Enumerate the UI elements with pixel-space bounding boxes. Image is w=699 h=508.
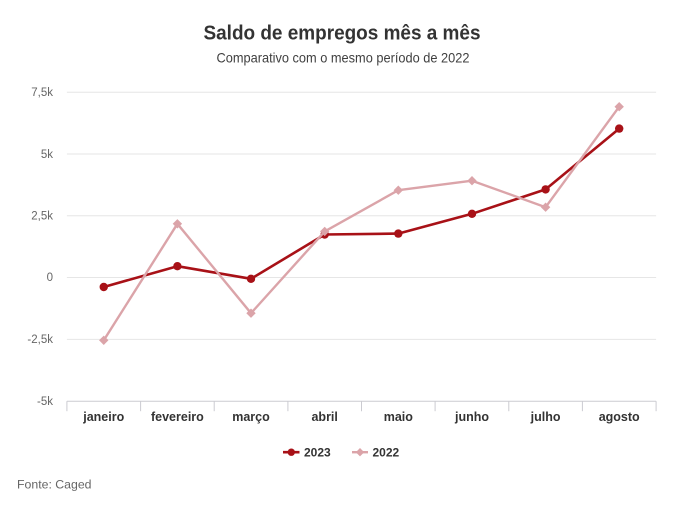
svg-text:agosto: agosto (599, 410, 640, 424)
svg-text:julho: julho (530, 410, 561, 424)
svg-text:Saldo de empregos mês a mês: Saldo de empregos mês a mês (204, 22, 481, 44)
svg-text:Comparativo com o mesmo períod: Comparativo com o mesmo período de 2022 (217, 51, 470, 66)
svg-text:-2,5k: -2,5k (27, 334, 53, 346)
svg-text:abril: abril (311, 410, 337, 424)
svg-text:janeiro: janeiro (82, 410, 124, 424)
svg-text:maio: maio (384, 410, 414, 424)
svg-text:fevereiro: fevereiro (151, 410, 204, 424)
svg-text:março: março (232, 410, 270, 424)
svg-text:2023: 2023 (304, 446, 331, 460)
svg-text:Fonte: Caged: Fonte: Caged (17, 478, 92, 492)
svg-text:2,5k: 2,5k (31, 211, 53, 223)
svg-text:5k: 5k (41, 149, 53, 161)
svg-text:7,5k: 7,5k (31, 87, 53, 99)
svg-text:0: 0 (47, 272, 53, 284)
svg-text:junho: junho (454, 410, 489, 424)
svg-text:-5k: -5k (37, 396, 53, 408)
svg-text:2022: 2022 (373, 446, 400, 460)
